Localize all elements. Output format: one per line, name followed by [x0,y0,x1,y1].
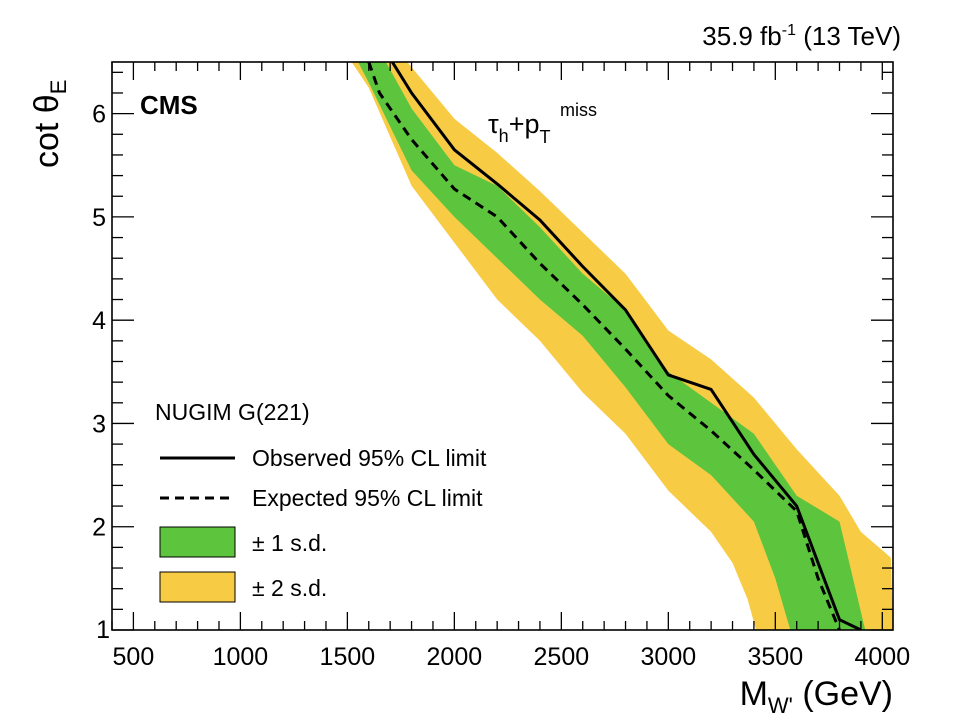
y-tick-label: 3 [92,410,106,438]
observed-limit-line [391,62,862,630]
x-axis-title: MW' (GeV) [740,675,893,718]
y-tick-label: 5 [92,204,106,232]
legend-label-two-sigma: ± 2 s.d. [252,575,327,601]
legend-label-expected: Expected 95% CL limit [252,485,483,511]
x-tick-label: 3000 [641,643,697,671]
x-tick-label: 2500 [534,643,590,671]
band-one-sigma [358,62,866,630]
x-tick-label: 1000 [213,643,269,671]
x-tick-label: 1500 [320,643,376,671]
legend-swatch-two-sigma [159,571,236,603]
legend-label-observed: Observed 95% CL limit [252,445,487,471]
x-tick-label: 4000 [854,643,910,671]
y-tick-label: 1 [96,616,110,644]
legend-header: NUGIM G(221) [155,399,310,425]
y-tick-label: 6 [92,101,106,129]
y-axis-title: cot θE [28,80,71,168]
lumi-label: 35.9 fb-1 (13 TeV) [702,21,901,51]
x-tick-label: 500 [113,643,155,671]
legend-swatch-one-sigma [159,526,236,558]
tick-labels: 500 1000 1500 2000 2500 3000 3500 4000 1 2 3 4 5 6 [92,101,910,671]
y-tick-label: 4 [92,307,106,335]
experiment-label: CMS [140,90,198,120]
y-tick-label: 2 [92,514,106,542]
legend-label-one-sigma: ± 1 s.d. [252,530,327,556]
legend: NUGIM G(221) Observed 95% CL limit Expec… [155,399,487,603]
expected-limit-line [367,62,841,630]
x-tick-label: 3500 [748,643,804,671]
axis-ticks [111,62,893,631]
plot-frame [111,61,894,631]
limit-lines [367,62,862,630]
channel-label: τh+pTmiss [488,100,597,147]
x-tick-label: 2000 [427,643,483,671]
bands [351,62,893,630]
